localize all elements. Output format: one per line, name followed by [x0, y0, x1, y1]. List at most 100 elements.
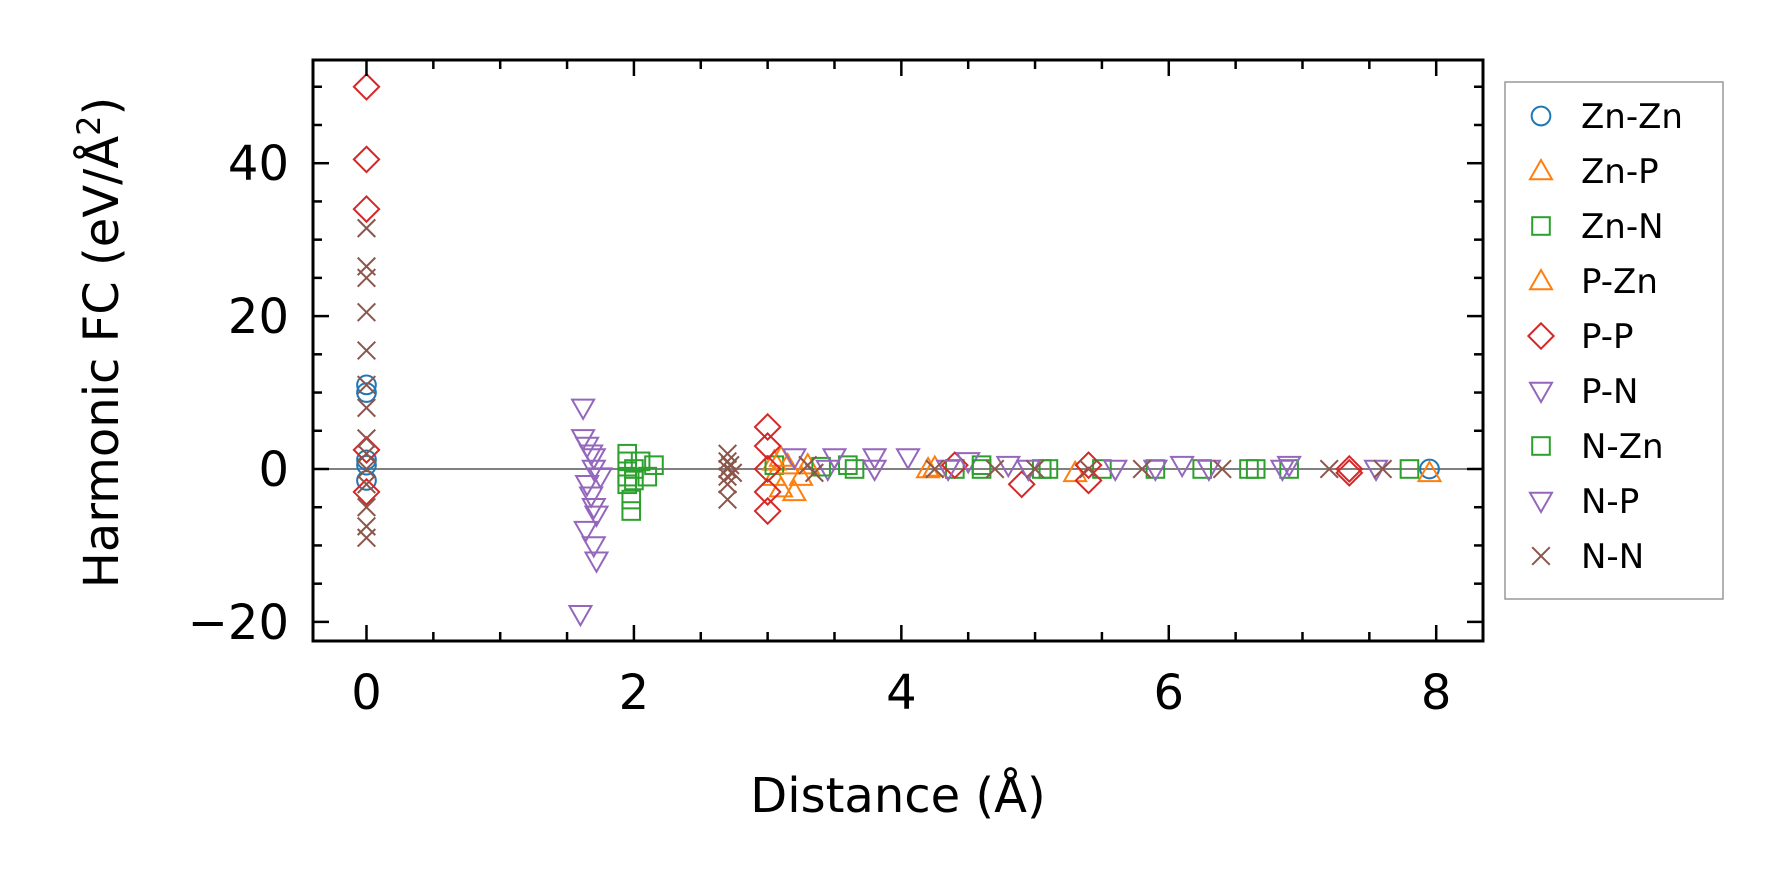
legend-marker-stroke: [1531, 546, 1551, 566]
y-axis-label: Harmonic FC (eV/Å2): [70, 97, 130, 589]
legend-label: N-P: [1581, 482, 1639, 522]
data-point: [581, 459, 607, 483]
data-point: [774, 452, 801, 475]
data-point-stroke: [720, 455, 740, 475]
data-point: [624, 459, 644, 479]
data-point: [1269, 459, 1296, 483]
data-point: [761, 448, 788, 471]
data-point: [583, 505, 610, 528]
data-point: [617, 451, 638, 472]
data-point: [815, 459, 841, 483]
data-point-stroke: [356, 528, 376, 548]
x-tick-label: 4: [886, 665, 917, 721]
data-point: [356, 340, 376, 361]
legend-label: N-Zn: [1581, 427, 1664, 467]
data-point: [1031, 459, 1052, 479]
data-point: [895, 448, 921, 471]
data-point: [587, 467, 614, 490]
data-point-stroke: [356, 340, 376, 361]
data-point: [578, 486, 604, 509]
data-point: [356, 375, 376, 395]
series-n-n: [356, 218, 1393, 548]
legend-marker: [1528, 491, 1554, 515]
data-point: [753, 412, 782, 442]
data-point: [1335, 458, 1364, 487]
x-tick-label: 8: [1421, 665, 1452, 721]
data-point-stroke: [356, 375, 376, 395]
data-point: [844, 459, 865, 479]
data-point-stroke: [1132, 459, 1152, 479]
data-point: [567, 604, 594, 628]
y-tick-label: 0: [258, 442, 289, 498]
data-point: [723, 463, 743, 483]
data-point: [1419, 458, 1440, 480]
data-point: [624, 470, 644, 491]
data-point-stroke: [356, 398, 376, 418]
axes-frame: [311, 58, 1485, 643]
data-point: [356, 470, 377, 491]
data-point: [356, 398, 376, 418]
data-point: [356, 454, 377, 476]
data-point-stroke: [723, 463, 743, 483]
data-point-stroke: [356, 428, 376, 448]
data-point: [352, 145, 381, 174]
data-point: [356, 428, 376, 448]
data-point: [781, 448, 808, 471]
data-point-stroke: [1025, 459, 1045, 479]
data-point: [583, 551, 610, 574]
data-point: [356, 374, 377, 396]
data-point: [1074, 451, 1103, 480]
data-point: [581, 497, 607, 521]
data-point: [925, 459, 945, 479]
series-p-p: [352, 72, 1364, 526]
data-point: [644, 455, 664, 475]
legend-marker: [1526, 321, 1556, 351]
y-tick-label: 20: [228, 289, 289, 345]
data-point: [995, 455, 1022, 479]
data-point: [1239, 459, 1259, 479]
data-point: [1276, 455, 1302, 479]
data-point: [581, 448, 607, 471]
legend-item: N-Zn: [1531, 427, 1664, 467]
y-axis-label-base: Harmonic FC (eV/Å: [73, 136, 130, 589]
data-point: [356, 302, 376, 322]
legend-label: Zn-N: [1581, 207, 1664, 247]
data-point: [356, 528, 376, 548]
legend-marker: [1528, 381, 1554, 405]
legend-item: Zn-P: [1528, 152, 1659, 192]
data-point: [971, 459, 992, 479]
data-point: [821, 448, 848, 471]
data-point-stroke: [356, 459, 376, 479]
data-point: [574, 475, 600, 498]
data-point: [768, 475, 794, 498]
legend-item: P-P: [1526, 317, 1634, 357]
x-tick-label: 0: [351, 665, 382, 721]
y-tick-labels: −20 0 20 40: [188, 136, 289, 651]
data-point: [352, 195, 381, 224]
data-point: [985, 459, 1005, 479]
data-point: [352, 477, 381, 506]
data-point: [804, 463, 824, 483]
data-point: [1196, 459, 1222, 483]
data-point: [1373, 459, 1393, 479]
legend-marker: [1531, 546, 1551, 566]
data-point: [356, 497, 376, 517]
y-tick-label: 40: [228, 136, 289, 192]
data-point: [788, 463, 814, 486]
data-point: [1212, 459, 1232, 479]
data-point: [753, 454, 782, 484]
legend: Zn-Zn Zn-P Zn-N P-Zn P-P P-N N-Zn N-P N-N: [1504, 81, 1724, 600]
legend-label: P-P: [1581, 317, 1634, 357]
data-point: [753, 431, 782, 461]
legend-item: P-N: [1528, 372, 1638, 412]
data-point: [621, 501, 642, 521]
legend-marker: [1531, 216, 1551, 236]
data-point: [1399, 459, 1420, 479]
data-point-stroke: [1212, 459, 1232, 479]
legend-item: P-Zn: [1528, 262, 1658, 302]
y-axis-label-superscript: 2: [70, 115, 108, 135]
series-n-zn: [624, 456, 1420, 491]
data-point-stroke: [1079, 459, 1099, 479]
legend-label: N-N: [1581, 537, 1644, 577]
